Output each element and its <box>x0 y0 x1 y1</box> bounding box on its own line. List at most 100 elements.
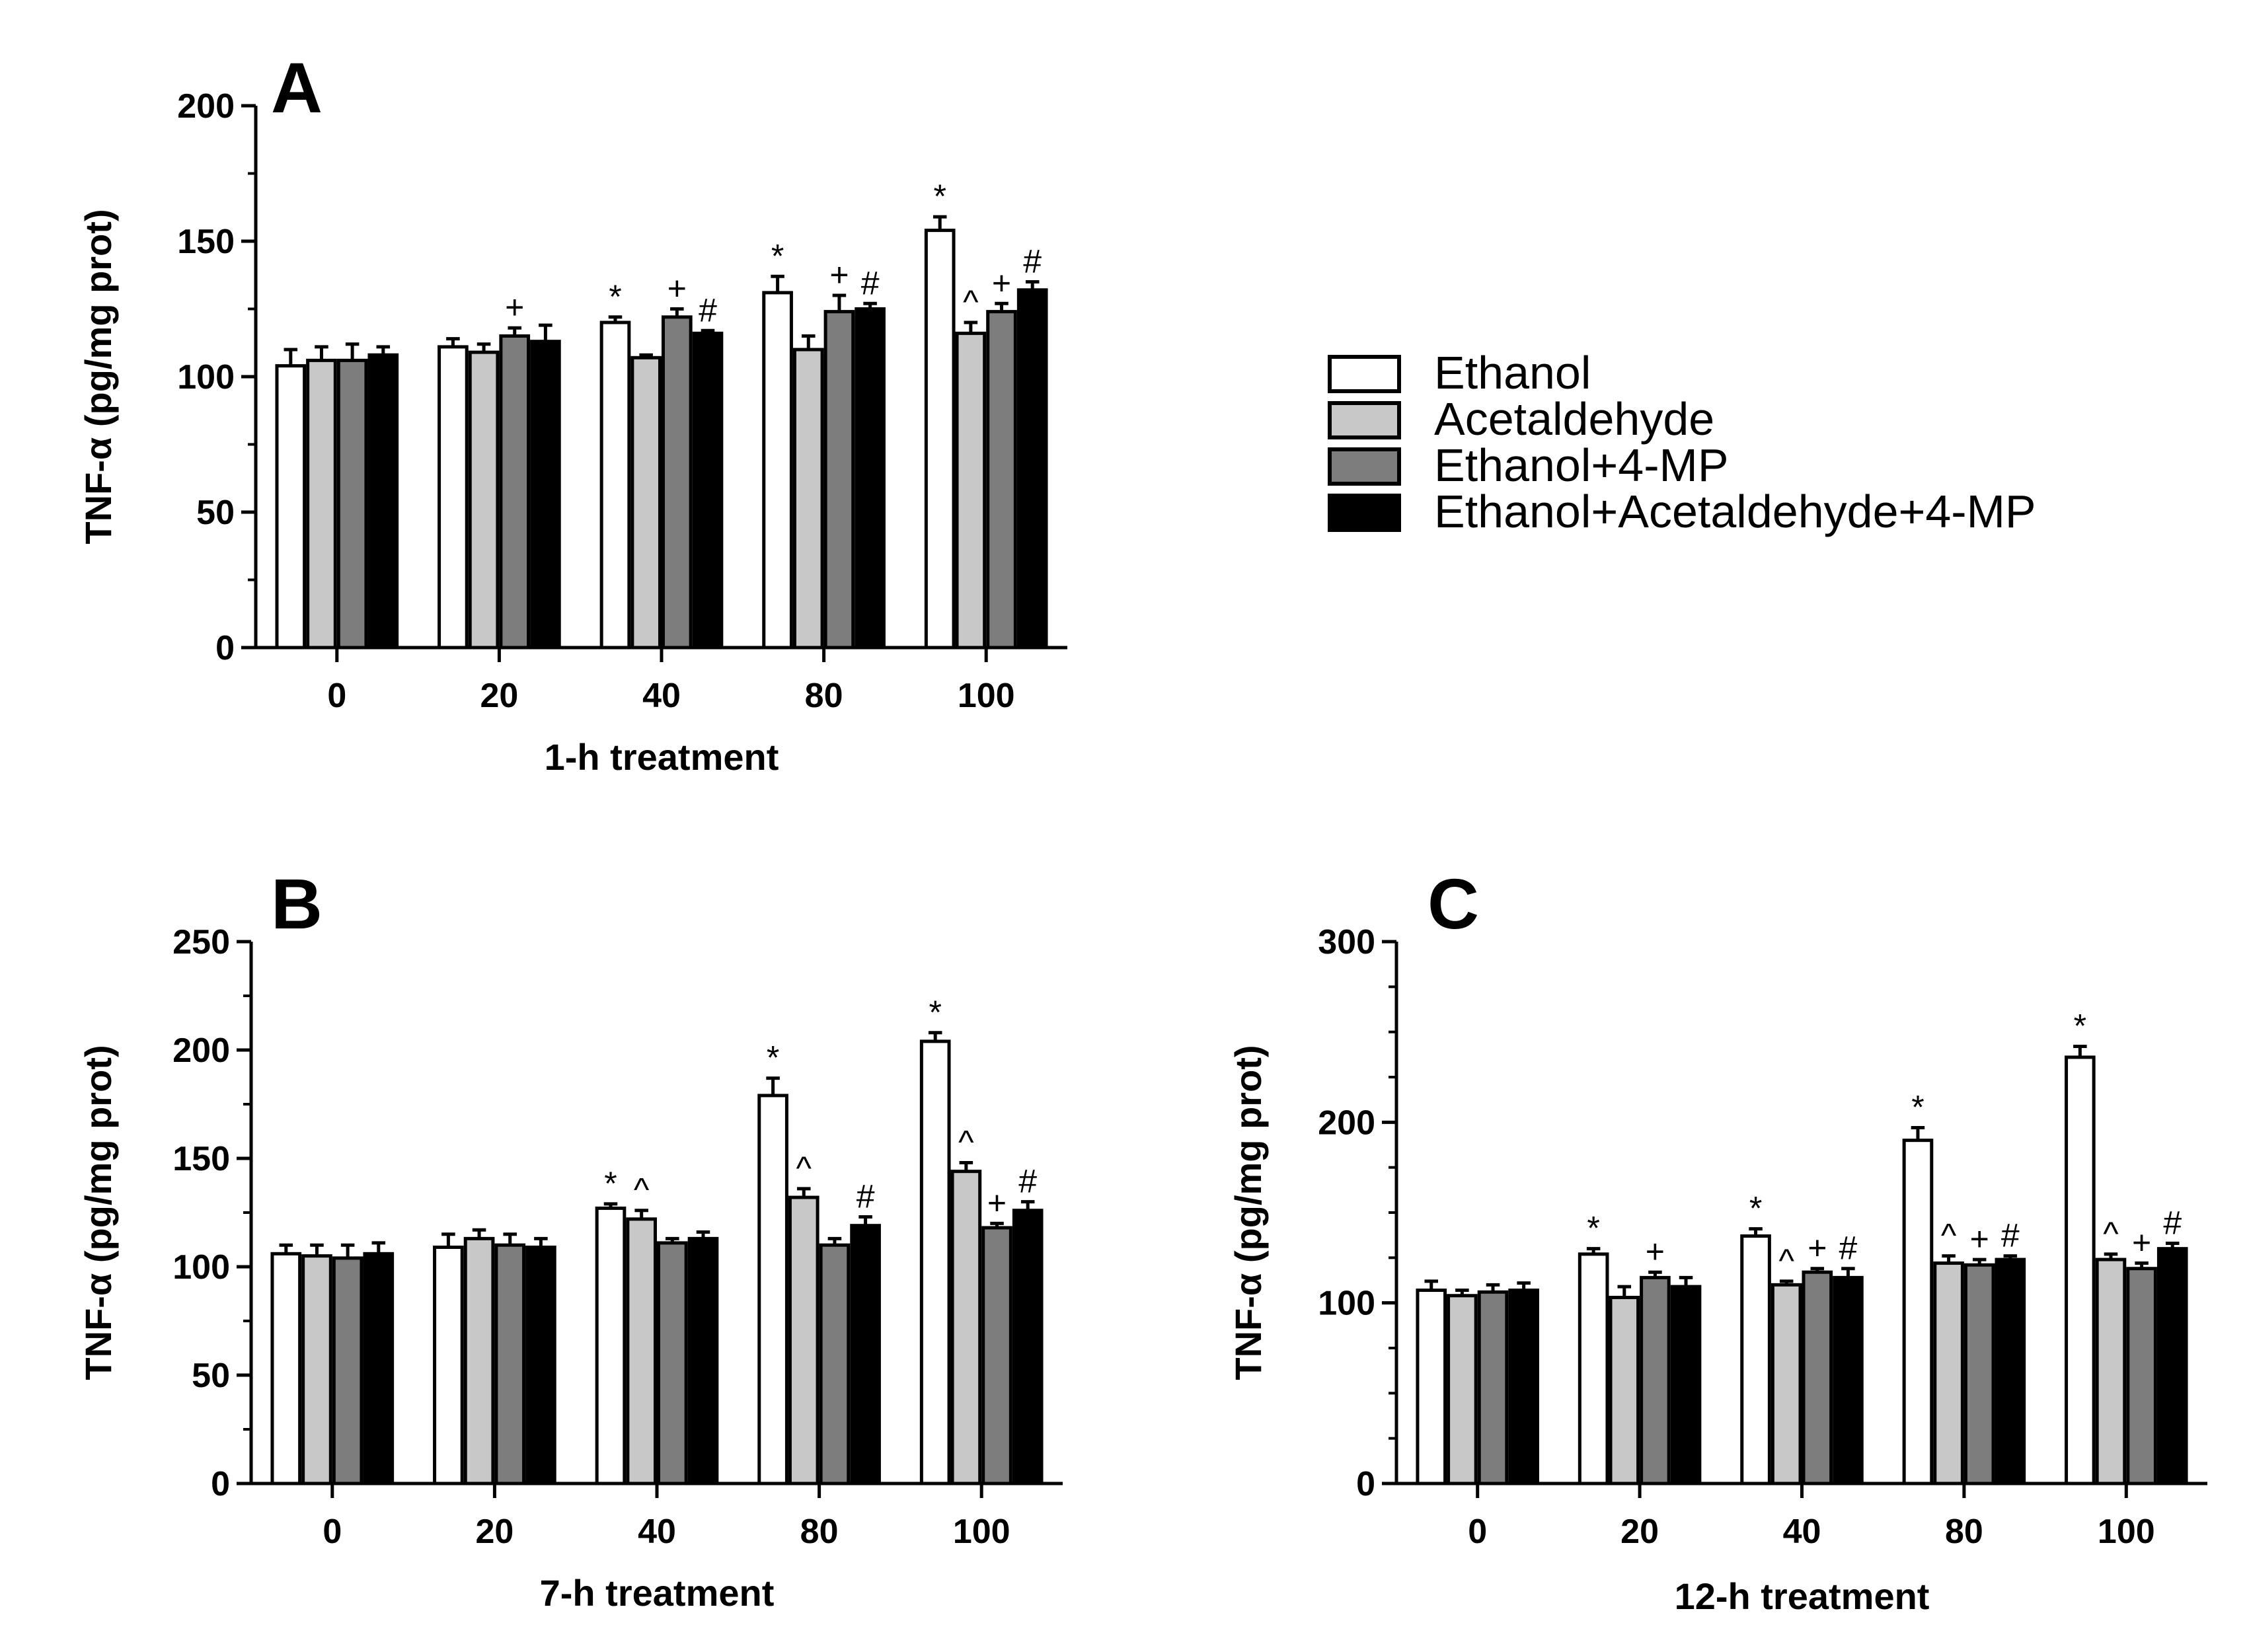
bar <box>823 310 855 650</box>
significance-marker: + <box>992 264 1011 301</box>
y-tick-label: 100 <box>1318 1285 1375 1323</box>
significance-marker: # <box>1018 1163 1037 1200</box>
bar <box>955 331 987 650</box>
significance-marker: * <box>767 1039 779 1076</box>
y-tick-label: 0 <box>1356 1465 1375 1503</box>
bar <box>950 1170 982 1485</box>
significance-marker: ^ <box>963 283 979 320</box>
bar <box>275 364 307 650</box>
x-tick-label: 100 <box>958 677 1015 715</box>
significance-marker: + <box>987 1184 1007 1221</box>
bar <box>788 1195 819 1485</box>
bar <box>919 1039 951 1485</box>
significance-marker: * <box>1911 1089 1924 1126</box>
y-tick-label: 0 <box>215 629 235 667</box>
significance-marker: + <box>667 270 687 307</box>
bar <box>986 310 1017 650</box>
significance-marker: * <box>1587 1210 1599 1247</box>
x-tick-label: 40 <box>638 1513 676 1551</box>
legend-swatch <box>1328 355 1401 393</box>
legend-label: Ethanol+4-MP <box>1434 439 1729 491</box>
y-tick-label: 200 <box>172 1032 230 1070</box>
y-tick-label: 0 <box>211 1465 230 1503</box>
bar <box>1933 1261 1964 1485</box>
significance-marker: ^ <box>634 1172 650 1209</box>
bar <box>657 1241 688 1485</box>
x-tick-label: 40 <box>642 677 681 715</box>
significance-marker: # <box>861 264 880 301</box>
bar <box>2065 1055 2096 1485</box>
bar <box>1016 288 1048 650</box>
bar <box>1477 1290 1509 1485</box>
bar <box>1802 1270 1833 1485</box>
bar <box>438 345 469 650</box>
y-tick-label: 100 <box>172 1248 230 1287</box>
significance-marker: # <box>2001 1217 2020 1254</box>
bar <box>1771 1283 1802 1485</box>
legend-swatch <box>1328 494 1401 532</box>
bar <box>924 229 956 650</box>
significance-marker: * <box>929 994 941 1031</box>
panel-letter: B <box>271 864 323 944</box>
x-tick-label: 40 <box>1783 1513 1821 1551</box>
significance-marker: ^ <box>958 1124 974 1161</box>
x-tick-label: 0 <box>323 1513 342 1551</box>
significance-marker: * <box>771 237 784 274</box>
bar <box>468 350 500 650</box>
bar <box>494 1243 526 1485</box>
significance-marker: ^ <box>2103 1215 2119 1252</box>
significance-marker: + <box>829 256 849 293</box>
x-tick-label: 20 <box>475 1513 514 1551</box>
bar <box>367 353 399 650</box>
significance-marker: # <box>699 291 717 328</box>
significance-marker: * <box>2074 1008 2086 1045</box>
bar <box>270 1252 302 1485</box>
significance-marker: ^ <box>796 1150 812 1187</box>
x-tick-label: 80 <box>800 1513 839 1551</box>
significance-marker: * <box>609 278 621 315</box>
x-tick-label: 100 <box>953 1513 1010 1551</box>
significance-marker: ^ <box>1778 1242 1794 1279</box>
bar <box>525 1245 556 1485</box>
legend-label: Ethanol <box>1434 347 1591 398</box>
bar <box>692 331 724 650</box>
y-tick-label: 100 <box>177 358 235 396</box>
bar <box>850 1224 881 1485</box>
bar <box>762 291 793 650</box>
significance-marker: * <box>604 1165 617 1202</box>
bar <box>981 1226 1012 1485</box>
panel-letter: A <box>271 48 323 128</box>
x-tick-label: 0 <box>327 677 346 715</box>
x-tick-label: 80 <box>1945 1513 1983 1551</box>
significance-marker: # <box>857 1178 875 1215</box>
significance-marker: + <box>1646 1233 1665 1270</box>
panel-letter: C <box>1428 864 1479 944</box>
legend-label: Acetaldehyde <box>1434 393 1714 445</box>
bar <box>1670 1285 1702 1485</box>
x-tick-label: 20 <box>480 677 518 715</box>
bar <box>630 356 662 650</box>
legend-swatch <box>1328 401 1401 439</box>
y-tick-label: 250 <box>172 923 230 961</box>
y-tick-label: 150 <box>177 223 235 261</box>
bar <box>1012 1209 1044 1485</box>
bar <box>855 307 886 650</box>
significance-marker: * <box>933 178 946 215</box>
bar <box>1609 1295 1640 1485</box>
y-tick-label: 200 <box>1318 1104 1375 1142</box>
x-tick-label: 0 <box>1468 1513 1487 1551</box>
y-axis-title: TNF-α (pg/mg prot) <box>77 209 119 544</box>
bar <box>662 315 693 650</box>
x-tick-label: 100 <box>2098 1513 2155 1551</box>
x-tick-label: 20 <box>1620 1513 1659 1551</box>
bar <box>2095 1258 2127 1485</box>
bar <box>1963 1263 1995 1485</box>
significance-marker: + <box>1808 1230 1827 1267</box>
x-axis-title: 1-h treatment <box>545 736 779 778</box>
bar <box>757 1094 788 1485</box>
bar <box>1416 1289 1447 1485</box>
bar <box>306 358 337 650</box>
